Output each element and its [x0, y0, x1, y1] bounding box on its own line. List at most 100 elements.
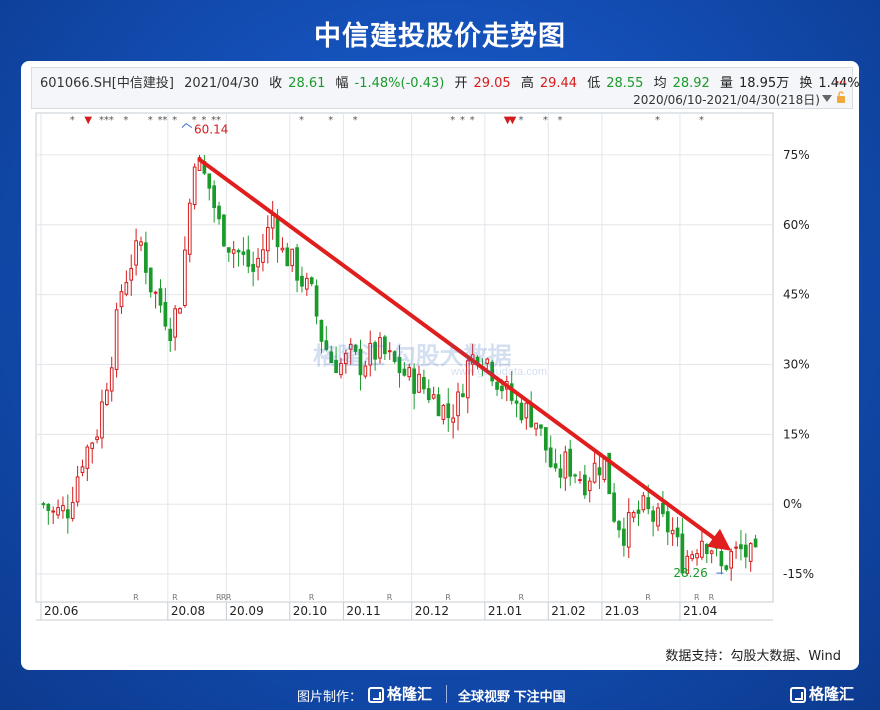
- candle-body: [100, 401, 104, 439]
- lock-icon[interactable]: [836, 91, 846, 103]
- trend-arrow-head: [706, 528, 732, 551]
- candle-body: [212, 185, 216, 209]
- candle-body: [514, 400, 519, 404]
- volume-label: 量: [719, 76, 733, 91]
- candle-body: [661, 502, 665, 515]
- candle-body: [344, 352, 348, 365]
- candle-body: [144, 242, 148, 273]
- candle-body: [636, 509, 641, 514]
- range-dropdown-icon[interactable]: [822, 95, 832, 102]
- event-mark: *: [518, 115, 523, 126]
- candle-body: [129, 267, 134, 281]
- watermark-logo: 格隆汇 勾股大数据: [313, 343, 512, 370]
- candle-body: [700, 540, 704, 558]
- candle-body: [236, 249, 241, 253]
- candle-body: [519, 402, 524, 421]
- candle-body: [743, 544, 748, 558]
- candle-body: [246, 249, 251, 267]
- candle-body: [192, 166, 197, 206]
- high-value: 29.44: [539, 76, 578, 91]
- chart-panel: 75% 60% 45% 30% 15% 0% -15% 20.06 20.08 20.09 20.1…: [21, 61, 859, 670]
- event-mark: *: [328, 115, 333, 126]
- event-mark: *: [353, 115, 358, 126]
- open-value: 29.05: [473, 76, 511, 91]
- candle-body: [158, 288, 163, 306]
- more-button[interactable]: ...: [835, 72, 846, 86]
- event-mark: ▼: [504, 115, 512, 126]
- candle-body: [387, 350, 392, 353]
- candle-body: [51, 510, 56, 513]
- candle-body: [612, 492, 616, 522]
- event-mark: *: [543, 115, 548, 126]
- event-mark: *: [70, 115, 75, 126]
- x-tick-label: 21.04: [683, 604, 717, 618]
- event-mark: *: [162, 115, 167, 126]
- candle-body: [300, 275, 304, 287]
- candle-body: [217, 205, 221, 220]
- y-tick-label: 60%: [783, 218, 810, 232]
- candle-body: [690, 554, 694, 560]
- candle-body: [719, 551, 724, 567]
- candle-body: [324, 340, 329, 350]
- candle-body: [534, 422, 538, 430]
- candle-body: [339, 362, 343, 376]
- candle-body: [358, 348, 363, 376]
- candle-body: [568, 448, 573, 477]
- y-tick-label: 45%: [783, 288, 810, 302]
- rights-mark: R: [226, 593, 232, 602]
- candle-body: [56, 507, 60, 516]
- candle-body: [675, 527, 680, 538]
- candle-body: [275, 216, 280, 248]
- candle-body: [456, 391, 460, 417]
- candle-body: [729, 551, 734, 569]
- rights-mark: R: [518, 593, 524, 602]
- page-title: 中信建投股价走势图: [314, 21, 566, 51]
- footer-logo: 格隆汇: [368, 683, 432, 704]
- candle-body: [168, 328, 173, 342]
- plot-frame: [35, 112, 774, 603]
- candle-body: [412, 368, 416, 394]
- candle-body: [231, 249, 236, 254]
- footer-slogan: 全球视野 下注中国: [458, 689, 566, 704]
- candle-body: [61, 505, 65, 512]
- high-label: 高: [520, 76, 534, 91]
- logo-icon: [368, 687, 384, 704]
- quote-line: 601066.SH[中信建投] 2021/04/30 收 28.61 幅 -1.48…: [40, 72, 859, 91]
- event-mark: ▼: [84, 115, 92, 126]
- event-mark: *: [99, 115, 104, 126]
- candle-body: [109, 367, 114, 392]
- event-mark: *: [104, 115, 109, 126]
- rights-mark: R: [445, 593, 451, 602]
- candle-body: [348, 343, 353, 350]
- candle-body: [553, 463, 558, 469]
- x-tick-label: 21.02: [551, 604, 585, 618]
- candle-body: [334, 359, 338, 374]
- candle-body: [173, 308, 177, 338]
- x-tick-label: 20.09: [229, 604, 263, 618]
- candle-body: [183, 249, 187, 306]
- candle-body: [363, 365, 368, 377]
- candle-body: [163, 301, 168, 327]
- candlestick-chart: 75% 60% 45% 30% 15% 0% -15% 20.06 20.08 20.09 20.1…: [35, 112, 814, 621]
- turnover-value: 1.44%: [818, 76, 859, 91]
- candle-body: [734, 546, 738, 549]
- candle-body: [558, 468, 563, 478]
- candle-body: [187, 202, 192, 255]
- candle-body: [529, 403, 534, 428]
- candle-body: [139, 241, 143, 246]
- x-tick-label: 20.10: [293, 604, 327, 618]
- candle-body: [573, 474, 577, 477]
- candle-body: [695, 553, 699, 559]
- candle-body: [631, 511, 636, 518]
- candle-body: [748, 543, 753, 562]
- y-tick-label: 75%: [783, 148, 810, 162]
- rights-mark: R: [709, 593, 715, 602]
- candle-body: [739, 544, 743, 550]
- change-value: -1.48%(-0.43): [354, 76, 445, 91]
- candle-body: [641, 495, 646, 511]
- change-label: 幅: [335, 76, 349, 91]
- candle-body: [329, 351, 334, 363]
- turnover-label: 换: [799, 76, 813, 91]
- candle-body: [148, 267, 153, 293]
- candle-body: [256, 257, 260, 268]
